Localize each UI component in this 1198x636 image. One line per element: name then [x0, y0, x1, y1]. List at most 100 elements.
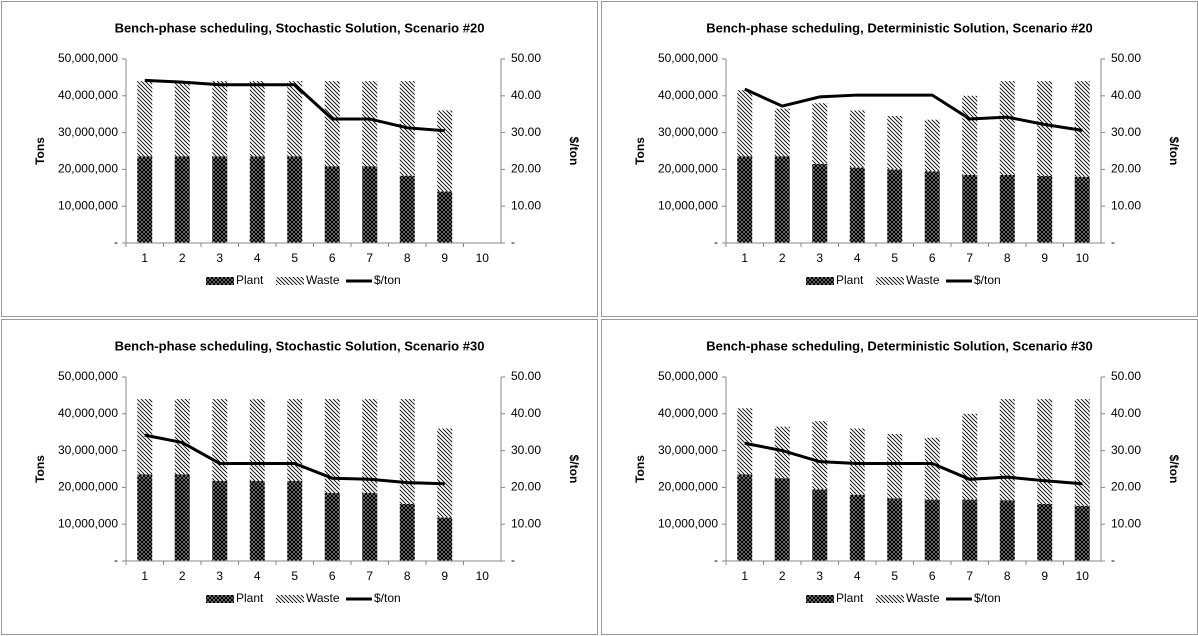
x-tick-label: 10 [1076, 251, 1090, 265]
y2-tick-label: 40.00 [1111, 88, 1141, 102]
bar [887, 434, 903, 499]
bar [887, 498, 903, 561]
legend-swatch [806, 277, 834, 285]
x-tick-label: 10 [476, 251, 490, 265]
x-tick-label: 10 [1076, 569, 1090, 583]
y-axis-title: Tons [33, 137, 47, 165]
bar [399, 503, 415, 561]
x-tick-label: 9 [441, 251, 448, 265]
x-tick-label: 2 [179, 251, 186, 265]
y2-tick-label: 50.00 [511, 369, 541, 383]
bar [924, 437, 940, 500]
y-tick-label: 10,000,000 [58, 198, 118, 212]
bar [399, 175, 415, 243]
x-tick-label: 6 [329, 569, 336, 583]
bar [812, 163, 828, 243]
chart-title: Bench-phase scheduling, Stochastic Solut… [115, 338, 485, 353]
bar [137, 474, 153, 561]
chart: Bench-phase scheduling, Deterministic So… [601, 1, 1198, 317]
y-tick-label: 40,000,000 [58, 406, 118, 420]
bar [924, 119, 940, 172]
chart: Bench-phase scheduling, Stochastic Solut… [1, 319, 598, 635]
y-tick-label: - [114, 553, 118, 567]
y2-tick-label: 20.00 [1111, 480, 1141, 494]
y2-tick-label: 40.00 [1111, 406, 1141, 420]
x-tick-label: 1 [741, 569, 748, 583]
bar [924, 171, 940, 243]
y2-tick-label: 10.00 [511, 516, 541, 530]
bar [1074, 505, 1090, 561]
y2-tick-label: 30.00 [511, 125, 541, 139]
y-tick-label: 50,000,000 [58, 369, 118, 383]
bar [774, 426, 790, 479]
legend-label: Waste [906, 591, 940, 605]
legend-swatch [806, 595, 834, 603]
bar [812, 103, 828, 164]
bar [774, 156, 790, 243]
bar [287, 81, 303, 157]
y-tick-label: 20,000,000 [658, 162, 718, 176]
y-tick-label: 40,000,000 [658, 406, 718, 420]
legend-swatch [276, 595, 304, 603]
legend-label: $/ton [374, 591, 401, 605]
bar [1037, 503, 1053, 561]
legend-label: $/ton [974, 591, 1001, 605]
line [144, 433, 445, 486]
bar [962, 413, 978, 500]
x-tick-label: 5 [291, 251, 298, 265]
bar [812, 489, 828, 561]
y2-tick-label: - [511, 235, 515, 249]
y2-tick-label: 40.00 [511, 406, 541, 420]
bar [999, 500, 1015, 561]
chart-title: Bench-phase scheduling, Deterministic So… [706, 20, 1092, 35]
bar [324, 399, 340, 493]
x-tick-label: 3 [816, 569, 823, 583]
bar [362, 399, 378, 493]
bar [137, 399, 153, 475]
y-tick-label: 20,000,000 [58, 162, 118, 176]
x-tick-label: 2 [179, 569, 186, 583]
bar [362, 166, 378, 243]
bar [1037, 399, 1053, 504]
legend-swatch [876, 277, 904, 285]
x-tick-label: 6 [929, 251, 936, 265]
bar [249, 399, 265, 481]
bar [1074, 399, 1090, 506]
bar [212, 480, 228, 561]
x-tick-label: 4 [254, 251, 261, 265]
bar [999, 399, 1015, 501]
x-tick-label: 7 [366, 251, 373, 265]
bar [212, 399, 228, 481]
y2-tick-label: - [1111, 235, 1115, 249]
y-tick-label: 30,000,000 [58, 125, 118, 139]
bar [1037, 176, 1053, 243]
x-tick-label: 8 [404, 569, 411, 583]
bar [174, 156, 190, 243]
x-tick-label: 10 [476, 569, 490, 583]
x-tick-label: 7 [366, 569, 373, 583]
y-tick-label: 10,000,000 [658, 516, 718, 530]
y-tick-label: 10,000,000 [658, 198, 718, 212]
y-tick-label: 30,000,000 [658, 125, 718, 139]
bar [212, 156, 228, 243]
x-tick-label: 9 [1041, 569, 1048, 583]
x-tick-label: 3 [816, 251, 823, 265]
x-tick-label: 3 [216, 251, 223, 265]
bar [249, 81, 265, 157]
x-tick-label: 5 [891, 569, 898, 583]
legend-swatch [276, 277, 304, 285]
bar [437, 110, 453, 192]
x-tick-label: 2 [779, 569, 786, 583]
legend-label: $/ton [374, 273, 401, 287]
x-tick-label: 6 [329, 251, 336, 265]
chart: Bench-phase scheduling, Deterministic So… [601, 319, 1198, 635]
bar [962, 174, 978, 243]
bar [962, 499, 978, 561]
y2-tick-label: 30.00 [1111, 125, 1141, 139]
bar [737, 408, 753, 475]
y2-tick-label: 10.00 [511, 198, 541, 212]
x-tick-label: 4 [854, 569, 861, 583]
bar [324, 81, 340, 167]
x-tick-label: 6 [929, 569, 936, 583]
